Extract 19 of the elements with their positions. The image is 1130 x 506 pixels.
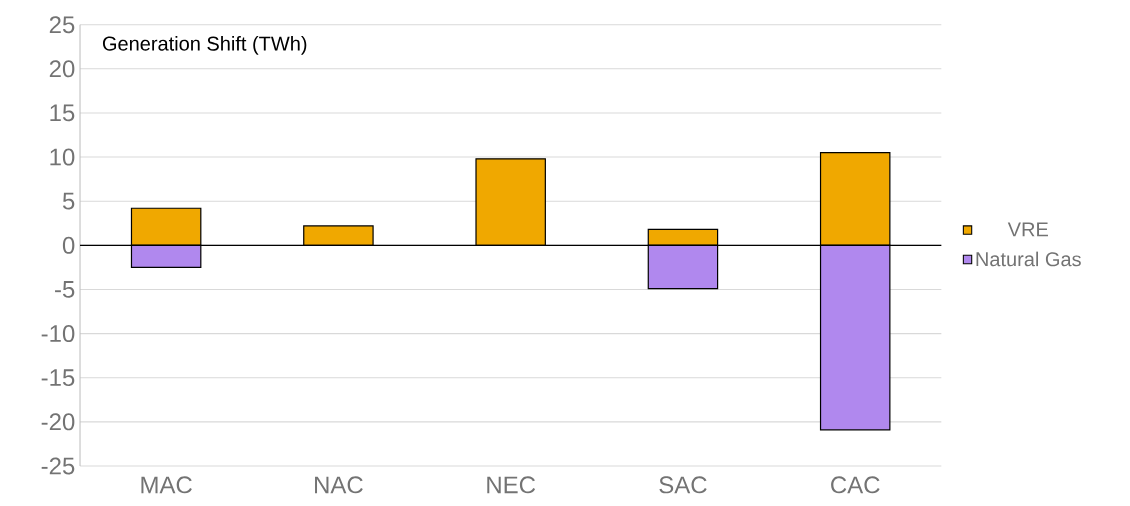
x-tick-label: SAC — [659, 476, 707, 494]
y-tick-label: 15 — [50, 104, 75, 122]
x-tick-label: NEC — [487, 476, 536, 494]
x-tick-label: MAC — [141, 476, 192, 494]
y-tick-label: -20 — [41, 413, 75, 431]
x-tick-label: CAC — [831, 476, 880, 494]
y-tick-label: -15 — [41, 369, 75, 387]
y-tick-label: -25 — [41, 457, 75, 475]
legend-label: VRE — [1007, 222, 1048, 237]
y-tick-label: 0 — [62, 236, 75, 254]
legend-label: Natural Gas — [976, 251, 1081, 267]
y-tick-label: 10 — [50, 148, 75, 166]
y-tick-label: 5 — [62, 192, 75, 210]
y-tick-label: -5 — [55, 281, 75, 298]
text: Generation Shift (TWh) — [102, 36, 307, 55]
x-tick-label: NAC — [315, 476, 363, 494]
y-tick-label: 20 — [49, 60, 75, 78]
y-tick-label: 25 — [49, 16, 75, 34]
y-tick-label: -10 — [41, 325, 75, 343]
